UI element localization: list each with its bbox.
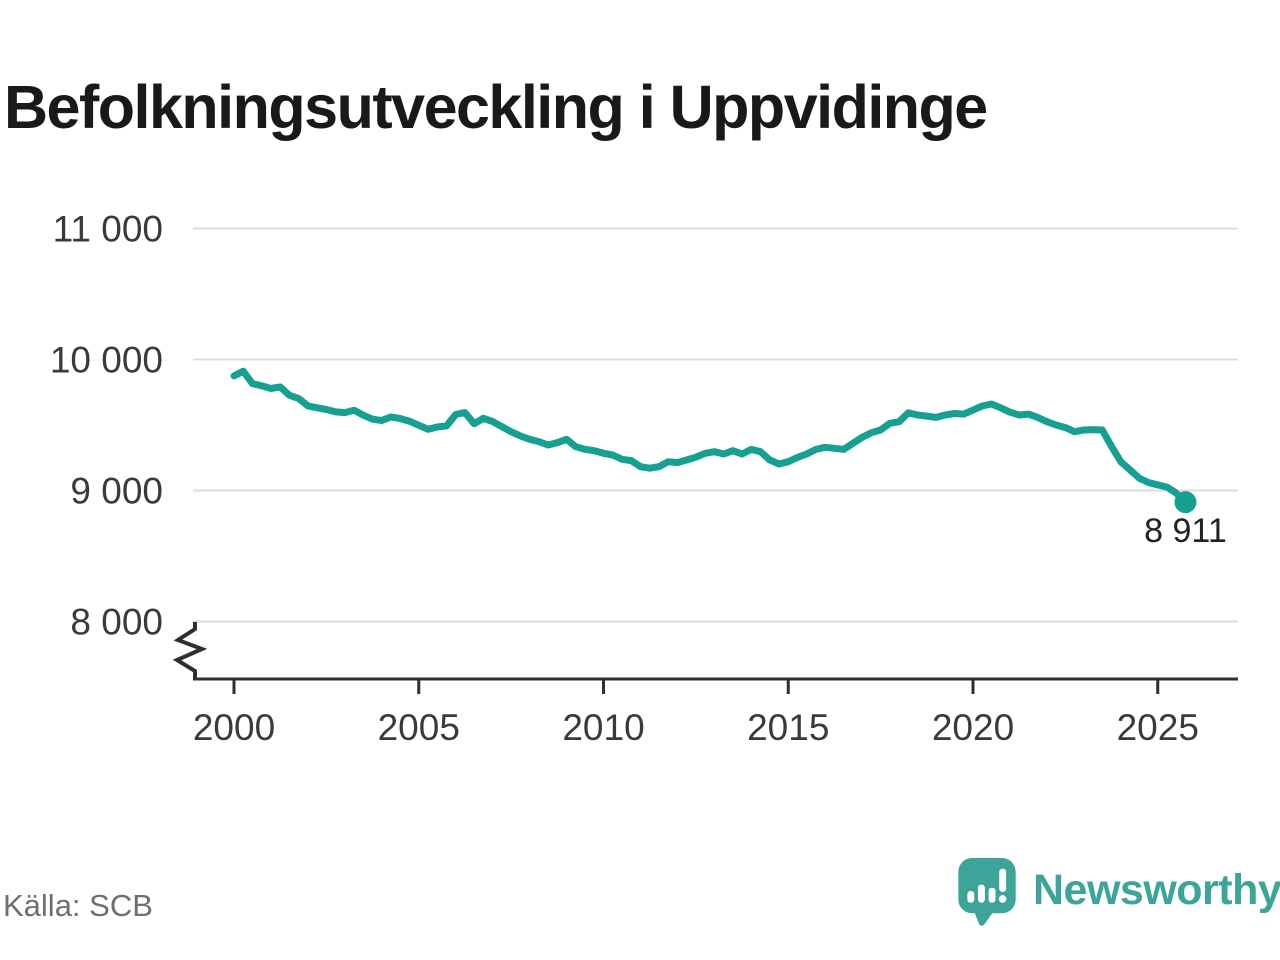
y-tick-label: 10 000	[50, 340, 163, 381]
x-tick-label: 2020	[932, 707, 1014, 748]
end-point-dot	[1174, 491, 1197, 514]
speech-bubble-shape	[958, 858, 1016, 926]
x-tick-label: 2015	[747, 707, 829, 748]
x-tick-label: 2005	[378, 707, 460, 748]
series-line	[230, 367, 1189, 506]
y-tick-label: 11 000	[53, 209, 163, 250]
x-axis: 2000 2005 2010 2015 2020 2025	[193, 677, 1238, 748]
exclamation-stem-icon	[999, 868, 1007, 892]
population-line	[230, 367, 1189, 506]
y-tick-label: 8 000	[70, 602, 163, 643]
brand-name: Newsworthy	[1033, 865, 1280, 914]
newsworthy-speech-bubble-chart-icon	[958, 858, 1016, 926]
y-axis-labels: 11 000 10 000 9 000 8 000	[50, 209, 163, 643]
y-tick-label: 9 000	[70, 471, 163, 512]
series-end-point: 8 911	[1144, 491, 1227, 550]
source-note: Källa: SCB	[3, 888, 153, 923]
x-tick-label: 2000	[193, 707, 275, 748]
gridlines	[193, 227, 1238, 623]
x-tick-label: 2010	[562, 707, 644, 748]
bar-short-icon	[967, 890, 975, 903]
x-tick-label: 2025	[1117, 707, 1199, 748]
bar-tall-icon	[988, 887, 996, 903]
page-title: Befolkningsutveckling i Uppvidinge	[4, 72, 988, 141]
exclamation-dot-icon	[998, 895, 1007, 903]
axis-break-icon	[172, 622, 208, 680]
newsworthy-logo: Newsworthy	[958, 856, 1280, 928]
bar-medium-icon	[977, 884, 985, 903]
end-point-label: 8 911	[1144, 512, 1227, 550]
